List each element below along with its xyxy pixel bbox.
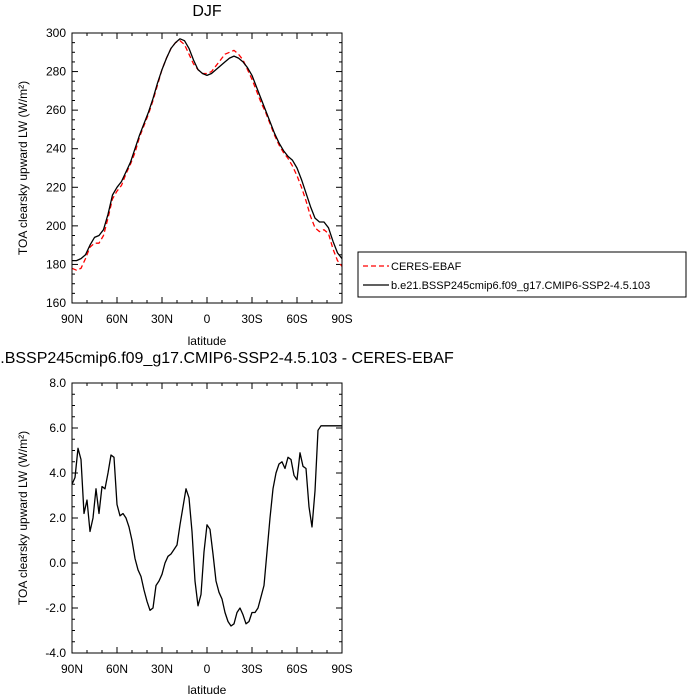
y-tick-label: 280 xyxy=(46,65,66,79)
x-tick-label: 30N xyxy=(151,312,173,326)
x-tick-label: 60N xyxy=(106,312,128,326)
y-tick-label: 8.0 xyxy=(49,376,66,390)
y-tick-label: 220 xyxy=(46,180,66,194)
x-tick-label: 30S xyxy=(241,312,262,326)
bottom-chart-xlabel: latitude xyxy=(188,683,227,697)
x-tick-label: 90S xyxy=(331,312,352,326)
y-tick-label: 180 xyxy=(46,257,66,271)
bottom-chart-title: b.e21.BSSP245cmip6.f09_g17.CMIP6-SSP2-4.… xyxy=(0,350,454,367)
x-tick-label: 0 xyxy=(204,662,211,676)
top-chart-frame xyxy=(71,32,343,304)
y-tick-label: 4.0 xyxy=(49,466,66,480)
top-chart-title: DJF xyxy=(192,3,222,20)
y-tick-label: -4.0 xyxy=(45,646,66,660)
bottom-chart-ylabel: TOA clearsky upward LW (W/m²) xyxy=(16,431,30,605)
bottom-chart-lines xyxy=(71,425,342,627)
x-tick-label: 90N xyxy=(61,662,83,676)
x-tick-label: 30S xyxy=(241,662,262,676)
y-tick-label: 200 xyxy=(46,219,66,233)
y-tick-label: 2.0 xyxy=(49,511,66,525)
series-line-difference xyxy=(71,425,342,627)
top-chart-ylabel: TOA clearsky upward LW (W/m²) xyxy=(16,81,30,255)
x-tick-label: 90S xyxy=(331,662,352,676)
legend: CERES-EBAF b.e21.BSSP245cmip6.f09_g17.CM… xyxy=(357,251,687,298)
y-tick-label: 6.0 xyxy=(49,421,66,435)
y-tick-label: 240 xyxy=(46,142,66,156)
x-tick-label: 60S xyxy=(286,312,307,326)
y-tick-label: 160 xyxy=(46,296,66,310)
legend-box xyxy=(357,251,687,298)
x-tick-label: 90N xyxy=(61,312,83,326)
x-tick-label: 0 xyxy=(204,312,211,326)
x-tick-label: 30N xyxy=(151,662,173,676)
series-line-model xyxy=(72,38,343,262)
top-chart-xlabel: latitude xyxy=(188,334,227,348)
top-chart: DJF TOA clearsky upward LW (W/m²) latitu… xyxy=(16,3,353,348)
top-chart-lines xyxy=(71,38,343,271)
y-tick-label: 300 xyxy=(46,26,66,40)
y-tick-label: 0.0 xyxy=(49,556,66,570)
top-chart-ticks: 90N 60N 30N 0 30S 60S 90S 160 180 200 220 240 260 280… xyxy=(46,26,353,326)
y-tick-label: 260 xyxy=(46,103,66,117)
bottom-chart: b.e21.BSSP245cmip6.f09_g17.CMIP6-SSP2-4.… xyxy=(0,350,454,697)
legend-label-model: b.e21.BSSP245cmip6.f09_g17.CMIP6-SSP2-4.… xyxy=(391,280,650,292)
bottom-chart-frame xyxy=(71,382,343,654)
x-tick-label: 60S xyxy=(286,662,307,676)
legend-label-ceres: CERES-EBAF xyxy=(391,261,462,273)
series-line-ceres-ebaf xyxy=(71,40,343,271)
x-tick-label: 60N xyxy=(106,662,128,676)
y-tick-label: -2.0 xyxy=(45,601,66,615)
